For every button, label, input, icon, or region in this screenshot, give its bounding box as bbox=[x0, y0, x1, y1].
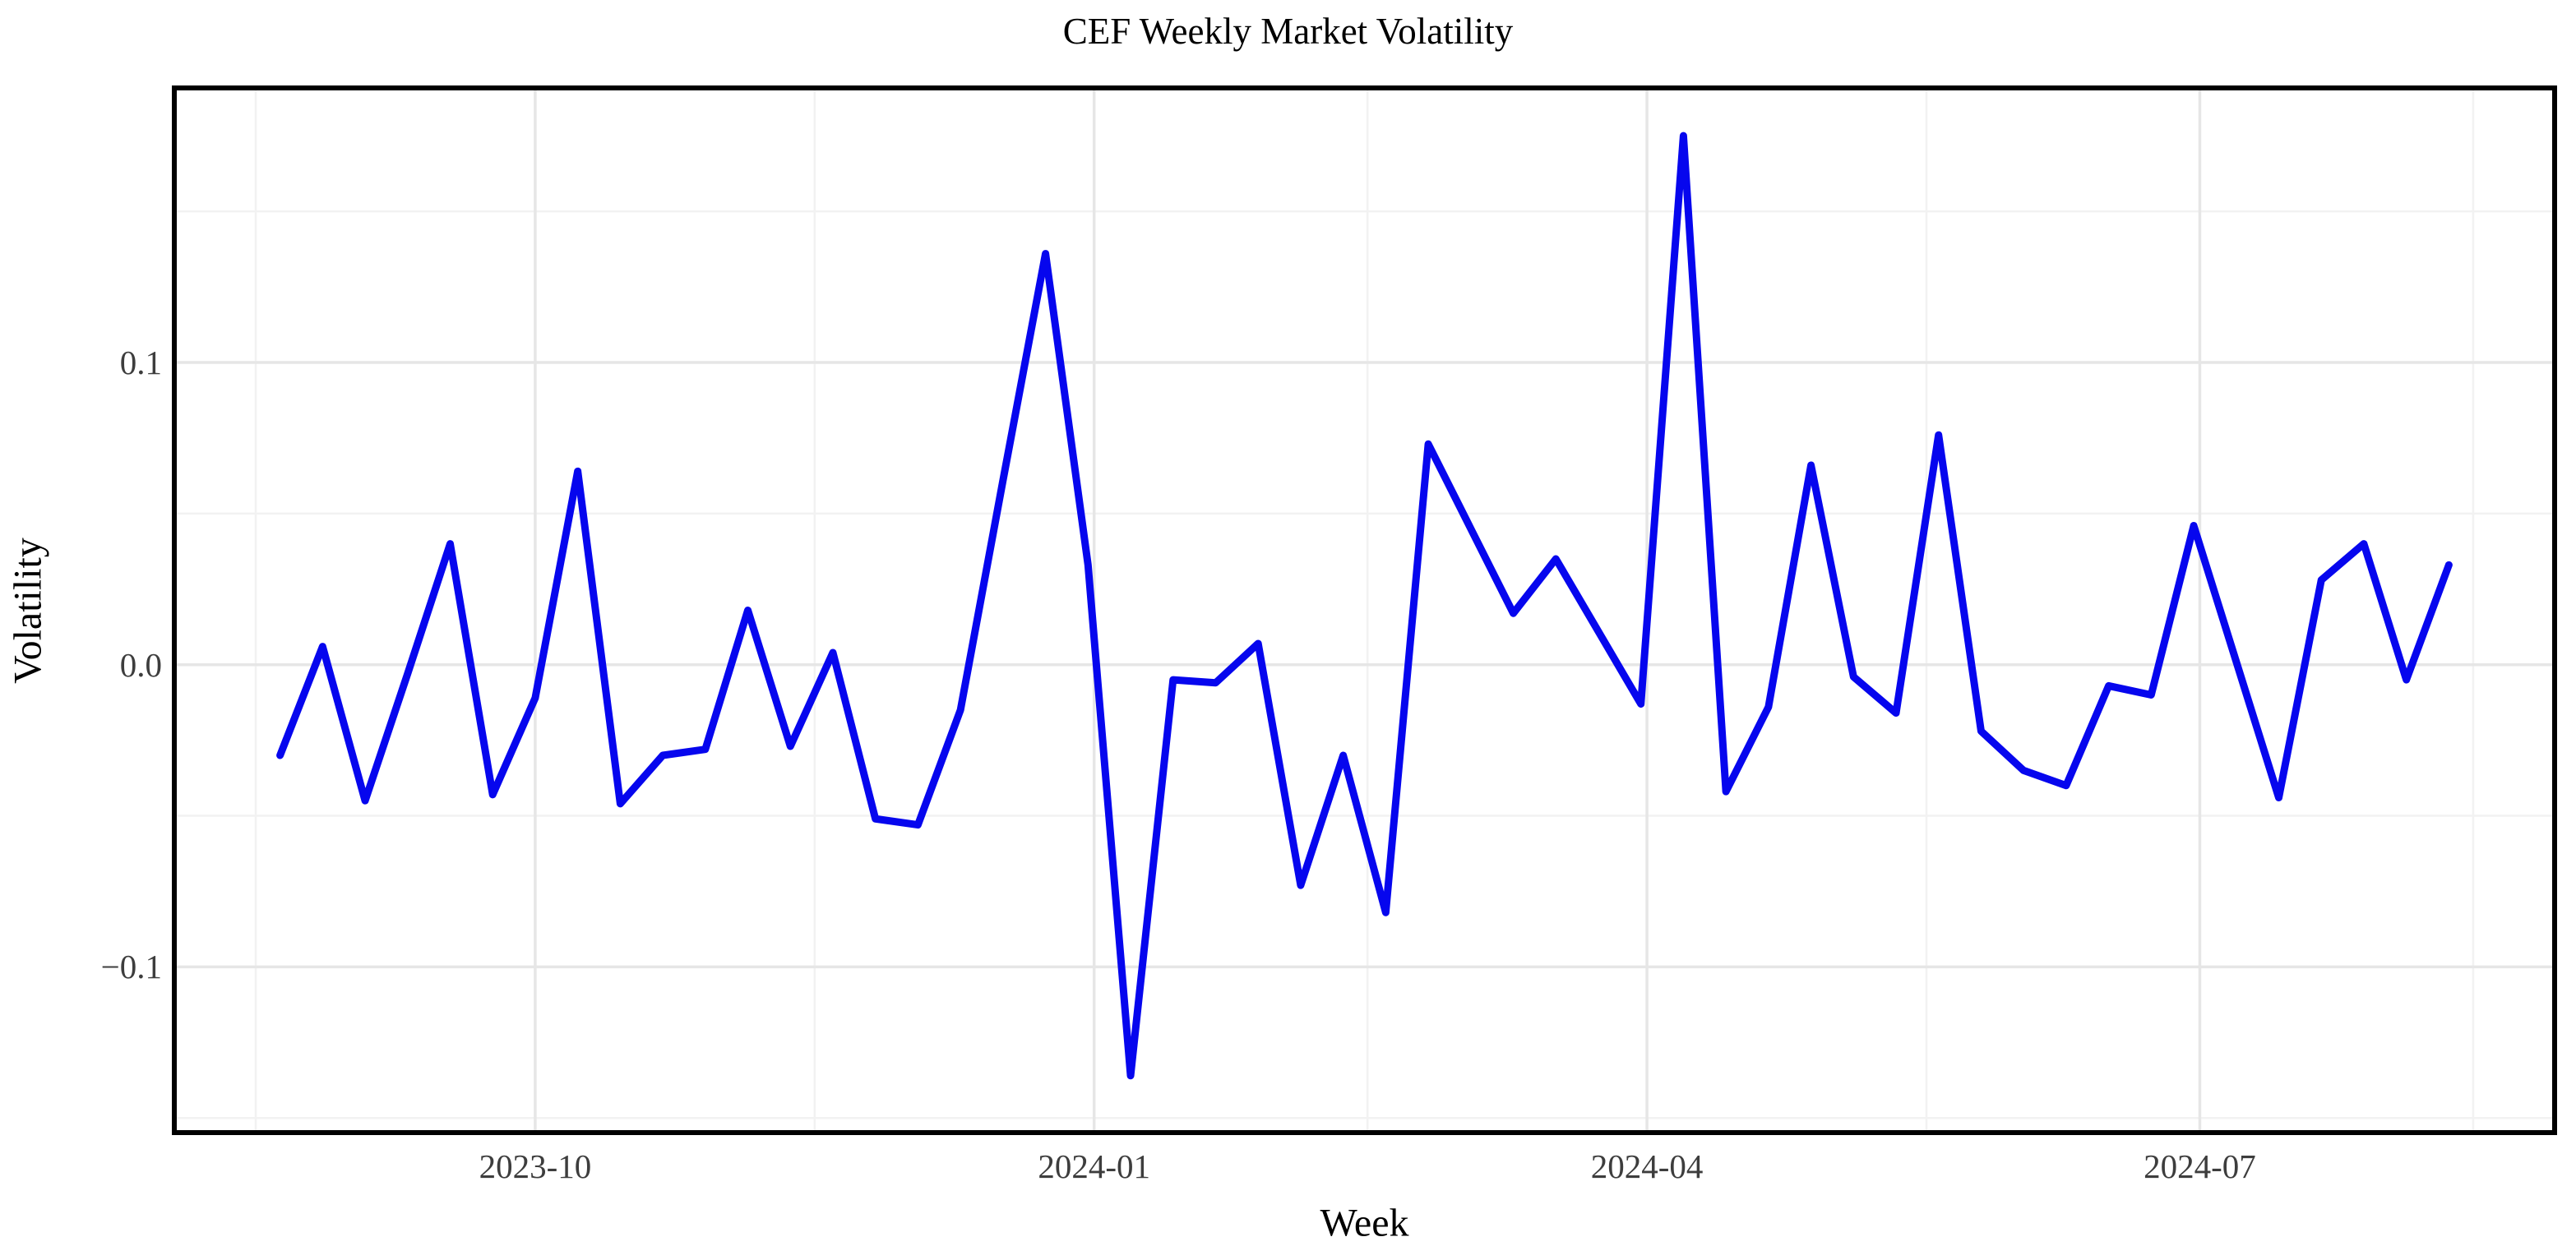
y-axis-tick-label: −0.1 bbox=[100, 948, 162, 986]
x-axis-tick-label: 2023-10 bbox=[479, 1147, 592, 1185]
y-axis-tick-label: 0.0 bbox=[119, 645, 162, 684]
plot-panel bbox=[172, 85, 2557, 1135]
x-axis-tick-label: 2024-07 bbox=[2144, 1147, 2256, 1185]
x-axis-tick-label: 2024-04 bbox=[1590, 1147, 1704, 1185]
x-axis-tick-label: 2024-01 bbox=[1038, 1147, 1151, 1185]
volatility-series-line bbox=[276, 132, 2453, 1080]
y-axis-title: Volatility bbox=[6, 537, 50, 684]
x-axis-title: Week bbox=[1320, 1201, 1409, 1245]
y-axis-tick-label: 0.1 bbox=[119, 343, 162, 381]
chart-title: CEF Weekly Market Volatility bbox=[1062, 11, 1514, 52]
volatility-line-plot bbox=[177, 90, 2552, 1130]
